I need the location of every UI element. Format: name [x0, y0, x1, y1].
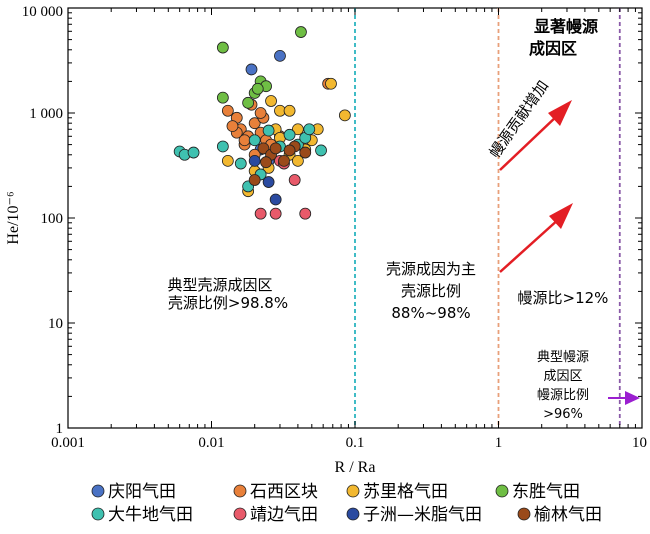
point-series-6	[248, 154, 261, 167]
anno-typical-mantle-2: 成因区	[543, 369, 582, 384]
point-series-3	[216, 91, 229, 104]
purple-arrow-head	[625, 391, 640, 405]
legend-marker	[233, 507, 247, 521]
data-points	[173, 26, 351, 220]
point-series-6	[269, 193, 282, 206]
legend-label: 石西区块	[250, 482, 318, 502]
red-arrow-upper-head	[548, 100, 572, 126]
point-series-7	[248, 174, 261, 186]
legend-marker	[495, 484, 509, 498]
point-series-1	[248, 117, 261, 130]
anno-typical-mantle-4: >96%	[543, 407, 583, 422]
legend-marker	[233, 484, 247, 498]
point-series-5	[288, 174, 301, 186]
legend-label: 榆林气田	[534, 505, 602, 525]
x-tick-label: 0.001	[51, 435, 85, 451]
purple-arrow	[608, 391, 640, 405]
point-series-7	[283, 144, 296, 157]
anno-mantle-ratio: 幔源比>12%	[518, 289, 609, 307]
legend-label: 子洲—米脂气田	[363, 505, 482, 525]
anno-mantle-increase: 幔源贡献增加	[486, 77, 552, 161]
point-series-1	[254, 107, 267, 119]
y-tick-label: 100	[41, 211, 64, 227]
axis-ticks	[67, 8, 642, 429]
point-series-3	[295, 26, 307, 38]
anno-typical-crust-2: 壳源比例>98.8%	[168, 294, 288, 312]
reference-lines	[354, 8, 621, 428]
x-tick-label: 10	[632, 435, 647, 451]
point-series-4	[248, 134, 261, 147]
point-series-1	[238, 134, 251, 147]
point-series-5	[269, 207, 282, 220]
point-series-2	[265, 95, 277, 107]
anno-typical-crust-1: 典型壳源成因区	[167, 276, 272, 294]
point-series-3	[251, 82, 264, 95]
legend-label: 大牛地气田	[108, 505, 193, 525]
anno-crust-main-3: 88%~98%	[391, 304, 470, 322]
point-series-7	[260, 156, 272, 169]
y-tick-labels: 1 10 100 1 000 10 000	[22, 4, 63, 437]
point-series-0	[274, 49, 286, 62]
y-tick-label: 1	[56, 421, 64, 437]
red-arrow-upper-shaft	[499, 114, 559, 171]
anno-typical-mantle-3: 幔源比例	[537, 388, 589, 403]
point-series-7	[269, 142, 282, 155]
point-series-2	[283, 104, 296, 117]
legend-marker	[346, 484, 360, 498]
x-tick-label: 0.1	[346, 435, 365, 451]
legend-marker	[346, 507, 360, 521]
anno-significant-1: 显著幔源	[534, 17, 598, 36]
anno-typical-mantle-1: 典型幔源	[537, 350, 589, 365]
red-arrow-lower-shaft	[499, 217, 561, 273]
point-series-4	[315, 144, 327, 157]
legend-label: 庆阳气田	[108, 482, 176, 502]
red-arrow-lower-head	[549, 203, 573, 229]
point-series-2	[291, 154, 304, 167]
legend-label: 苏里格气田	[363, 482, 448, 502]
x-tick-labels: 0.001 0.01 0.1 1 10	[51, 435, 647, 451]
legend-label: 东胜气田	[512, 482, 580, 502]
legend-marker	[91, 507, 105, 521]
point-series-1	[226, 120, 239, 133]
point-series-1	[221, 104, 234, 117]
point-series-4	[283, 128, 296, 141]
legend-label: 靖边气田	[250, 505, 318, 525]
x-axis-title: R / Ra	[335, 459, 376, 476]
anno-crust-main-1: 壳源成因为主	[386, 260, 476, 278]
point-series-3	[216, 41, 229, 54]
anno-crust-main-2: 壳源比例	[401, 282, 461, 300]
point-series-3	[242, 96, 255, 109]
point-series-0	[245, 63, 258, 76]
point-series-6	[262, 176, 275, 188]
y-tick-label: 10 000	[22, 4, 63, 20]
point-series-4	[187, 146, 200, 159]
y-axis-title: He/10⁻⁶	[5, 191, 22, 244]
point-series-5	[254, 207, 267, 220]
point-series-4	[303, 123, 316, 136]
point-series-7	[257, 142, 270, 155]
point-series-2	[338, 109, 351, 122]
x-tick-label: 1	[495, 435, 503, 451]
point-series-2	[221, 154, 234, 167]
mantle-increase-arrows	[499, 100, 573, 273]
y-tick-label: 1 000	[29, 106, 63, 122]
legend-marker	[91, 484, 105, 498]
x-tick-label: 0.01	[198, 435, 224, 451]
point-series-2	[325, 77, 337, 90]
y-tick-label: 10	[48, 316, 63, 332]
legend-marker	[517, 507, 531, 521]
point-series-4	[216, 140, 229, 153]
point-series-7	[278, 154, 290, 167]
point-series-4	[234, 157, 247, 170]
point-series-7	[299, 146, 312, 159]
anno-significant-2: 成因区	[529, 39, 577, 58]
point-series-4	[262, 124, 275, 137]
point-series-5	[299, 207, 312, 220]
